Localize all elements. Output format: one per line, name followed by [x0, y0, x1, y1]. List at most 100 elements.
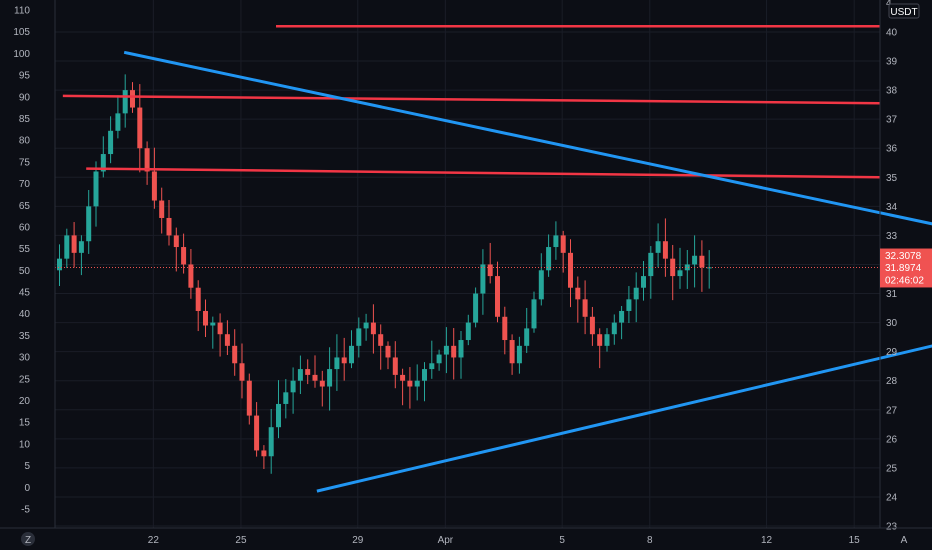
- candle: [159, 187, 165, 234]
- candle-body: [78, 241, 84, 253]
- candle: [480, 249, 486, 315]
- candle-body: [560, 235, 566, 253]
- candle: [327, 347, 333, 411]
- corner-right[interactable]: A: [901, 535, 908, 546]
- candle-body: [297, 369, 303, 381]
- left-tick-label: 80: [19, 136, 31, 147]
- candle-body: [203, 310, 208, 326]
- right-tick-label: 23: [886, 522, 898, 533]
- left-tick-label: 0: [24, 483, 30, 494]
- candle: [210, 316, 216, 349]
- time-tick-label: 12: [761, 535, 773, 546]
- candle-body: [480, 264, 486, 294]
- right-tick-label: 33: [886, 231, 898, 242]
- candle: [400, 368, 406, 406]
- candle: [568, 239, 573, 308]
- candle-body: [159, 200, 165, 218]
- candle-body: [268, 427, 274, 457]
- candle-body: [254, 415, 260, 451]
- candle: [546, 234, 552, 277]
- candle: [349, 330, 354, 369]
- candle-body: [458, 340, 464, 358]
- candle-body: [575, 287, 581, 300]
- candle-body: [261, 450, 267, 457]
- trendlines[interactable]: [123, 50, 932, 493]
- left-tick-label: -5: [21, 505, 30, 516]
- candle-body: [677, 270, 683, 277]
- candle-body: [71, 235, 77, 253]
- left-tick-label: 15: [19, 418, 31, 429]
- candle-body: [531, 299, 537, 329]
- candle-body: [188, 264, 194, 288]
- candle-body: [86, 206, 92, 242]
- time-tick-label: 5: [559, 535, 565, 546]
- candle-body: [115, 113, 121, 131]
- candle-body: [283, 392, 289, 404]
- candle: [589, 306, 595, 346]
- candle-body: [451, 345, 457, 358]
- corner-right-label: A: [901, 535, 908, 546]
- left-tick-label: 50: [19, 266, 31, 277]
- time-axis[interactable]: 22 25 29 Apr 5 8 12 15: [0, 527, 932, 546]
- candle: [151, 147, 157, 209]
- candle: [261, 445, 267, 470]
- time-tick-label: 25: [235, 535, 247, 546]
- left-tick-label: 55: [19, 244, 31, 255]
- candle: [173, 227, 179, 272]
- candle-body: [144, 148, 150, 172]
- candle: [436, 349, 442, 371]
- left-tick-label: 110: [14, 6, 30, 17]
- candle-body: [370, 322, 376, 335]
- right-price-axis[interactable]: 4039383736353433323130292827262524234: [879, 0, 898, 533]
- left-tick-label: 10: [19, 439, 31, 450]
- candle-body: [181, 247, 187, 265]
- corner-left[interactable]: Z: [21, 532, 35, 546]
- candle: [443, 327, 449, 374]
- candle: [407, 367, 413, 409]
- candle-body: [64, 235, 70, 259]
- candle-body: [538, 270, 544, 300]
- right-tick-label: 35: [886, 173, 898, 184]
- candle: [93, 161, 99, 227]
- horizontal-level-line[interactable]: [86, 167, 881, 179]
- candle: [458, 330, 464, 379]
- candle: [290, 367, 296, 414]
- candle-body: [217, 322, 223, 335]
- horizontal-levels[interactable]: [62, 24, 881, 179]
- candle-body: [502, 316, 508, 341]
- candle: [181, 233, 187, 274]
- candle: [385, 341, 391, 370]
- upper-price-text: 32.3078: [885, 251, 922, 262]
- candle-body: [516, 345, 522, 364]
- horizontal-level-line[interactable]: [62, 94, 881, 105]
- current-price-text: 31.8974: [885, 263, 922, 274]
- candle: [305, 359, 311, 385]
- candle: [692, 235, 698, 288]
- left-tick-label: 60: [19, 222, 31, 233]
- candle-body: [239, 363, 245, 381]
- candle-body: [495, 276, 500, 317]
- right-tick-label: 29: [886, 347, 898, 358]
- currency-badge[interactable]: USDT: [888, 3, 920, 19]
- right-tick-label: 24: [886, 492, 898, 503]
- candle-body: [224, 334, 230, 346]
- left-tick-label: 65: [19, 201, 31, 212]
- candle: [633, 272, 639, 323]
- trendline[interactable]: [123, 50, 932, 276]
- candle: [276, 380, 281, 439]
- candle: [582, 280, 588, 335]
- candle: [473, 287, 479, 328]
- currency-label: USDT: [890, 7, 917, 18]
- candle-body: [487, 264, 493, 277]
- right-tick-label: 26: [886, 434, 898, 445]
- candle-body: [641, 276, 646, 288]
- trendline[interactable]: [316, 291, 932, 493]
- candle-body: [100, 154, 106, 172]
- left-tick-label: 5: [24, 461, 30, 472]
- candle-body: [349, 345, 354, 364]
- candle: [356, 317, 362, 358]
- time-tick-label: 8: [647, 535, 653, 546]
- candle-body: [611, 322, 617, 335]
- candle: [684, 249, 690, 289]
